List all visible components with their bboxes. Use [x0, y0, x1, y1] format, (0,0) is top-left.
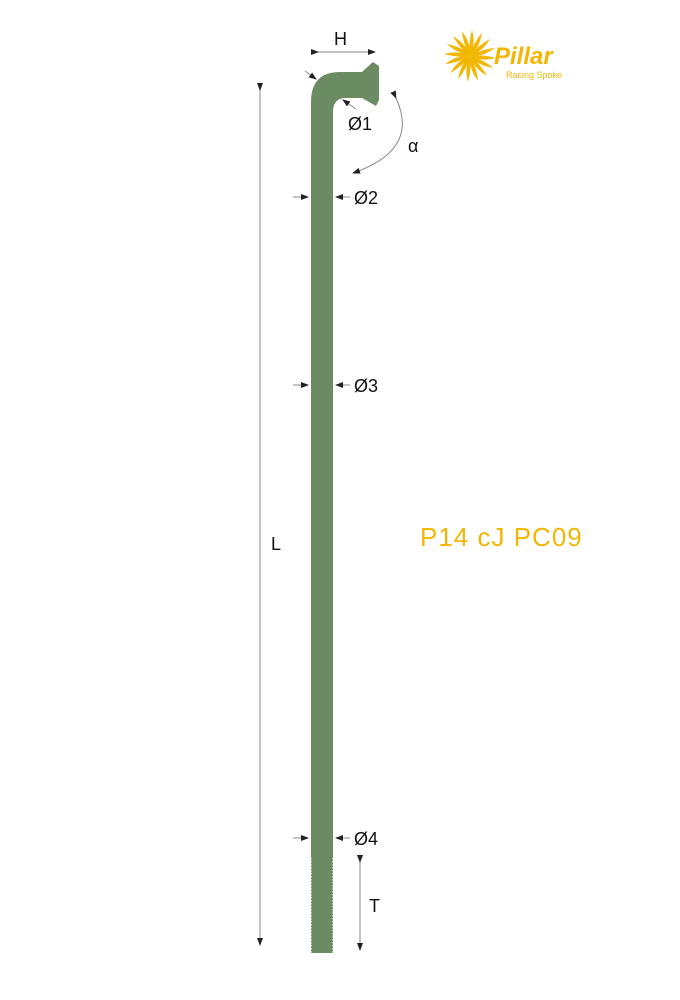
sun-ray [450, 56, 470, 73]
label-alpha: α [408, 136, 418, 156]
label-L: L [271, 534, 281, 554]
sun-ray [458, 56, 470, 80]
product-code: P14 cJ PC09 [420, 522, 583, 552]
sun-ray [445, 55, 470, 65]
sun-ray [466, 56, 471, 82]
pillar-logo: Pillar Racing Spoke [444, 30, 562, 82]
logo-brand: Pillar [494, 43, 554, 70]
sun-ray [470, 56, 487, 76]
sun-ray [470, 32, 482, 56]
d3-dimension: Ø3 [293, 376, 378, 396]
angle-arc [352, 90, 403, 174]
svg-text:Ø4: Ø4 [354, 829, 378, 849]
svg-text:Ø3: Ø3 [354, 376, 378, 396]
sun-ray [444, 52, 470, 57]
sun-ray [446, 44, 470, 56]
thread-section [310, 858, 334, 953]
sun-ray [461, 31, 471, 56]
bend-leader-arrow [304, 70, 317, 80]
svg-text:Ø2: Ø2 [354, 188, 378, 208]
sun-ray [469, 56, 479, 81]
spoke-shape [311, 62, 379, 858]
logo-tagline: Racing Spoke [506, 70, 562, 80]
sun-ray [453, 36, 470, 56]
label-T: T [369, 896, 380, 916]
sun-ray [470, 55, 496, 60]
d1-leader-arrow [342, 99, 357, 110]
sun-ray [470, 47, 495, 57]
d4-dimension: Ø4 [293, 829, 378, 849]
sun-ray [470, 39, 490, 56]
label-d1: Ø1 [348, 114, 372, 134]
label-H: H [334, 29, 347, 49]
sun-ray [469, 30, 474, 56]
sun-ray [470, 56, 494, 68]
d2-dimension: Ø2 [293, 188, 378, 208]
